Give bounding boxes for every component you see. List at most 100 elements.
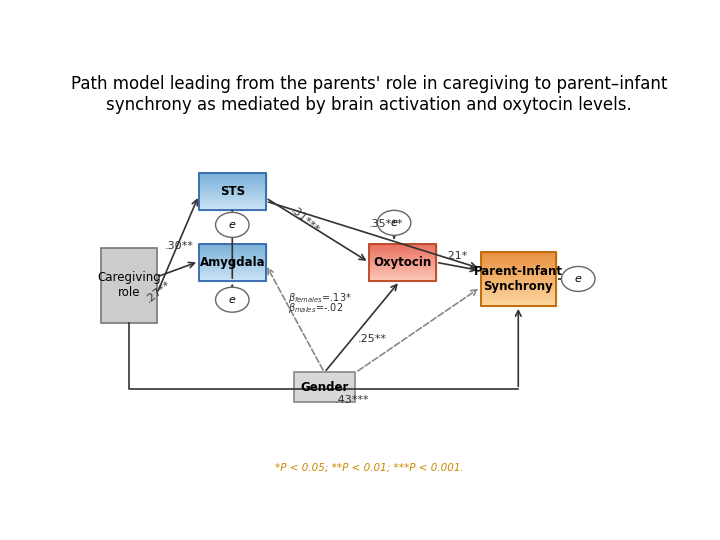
Bar [199, 183, 266, 184]
Bar [294, 373, 355, 402]
Bar [199, 204, 266, 205]
Bar [199, 195, 266, 196]
Bar [481, 296, 556, 297]
Bar [199, 244, 266, 245]
Bar [199, 206, 266, 207]
Bar [481, 303, 556, 304]
Bar [481, 304, 556, 305]
Bar [369, 258, 436, 259]
Bar [199, 201, 266, 202]
Bar [369, 259, 436, 260]
Text: e: e [391, 218, 397, 228]
Bar [199, 194, 266, 195]
Circle shape [215, 212, 249, 238]
Bar [199, 248, 266, 249]
Bar [369, 264, 436, 265]
Bar [481, 279, 556, 280]
Bar [199, 252, 266, 253]
Bar [369, 274, 436, 275]
Bar [369, 261, 436, 262]
Text: $\beta_{males}$=-.02: $\beta_{males}$=-.02 [288, 301, 343, 315]
Bar [199, 179, 266, 180]
Bar [481, 265, 556, 266]
Text: Parent-Infant
Synchrony: Parent-Infant Synchrony [474, 265, 563, 293]
Bar [369, 278, 436, 279]
Bar [481, 262, 556, 263]
Bar [199, 193, 266, 194]
Bar [481, 276, 556, 277]
Bar [369, 250, 436, 251]
Bar [481, 264, 556, 265]
Bar [369, 270, 436, 271]
Bar [481, 270, 556, 271]
Bar [199, 264, 266, 265]
Bar [369, 256, 436, 258]
Bar [199, 280, 266, 281]
Bar [199, 205, 266, 206]
Bar [481, 253, 556, 254]
Text: .31***: .31*** [289, 205, 321, 236]
Text: *P < 0.05; **P < 0.01; ***P < 0.001.: *P < 0.05; **P < 0.01; ***P < 0.001. [274, 462, 464, 472]
Bar [369, 249, 436, 250]
Bar [199, 175, 266, 176]
Text: .27**: .27** [144, 279, 174, 305]
Bar [101, 248, 157, 322]
Text: Caregiving
role: Caregiving role [97, 271, 161, 299]
Bar [481, 255, 556, 256]
Bar [481, 266, 556, 267]
Bar [199, 176, 266, 177]
Bar [199, 184, 266, 185]
Bar [369, 252, 436, 253]
Bar [481, 301, 556, 302]
Bar [199, 188, 266, 189]
Bar [481, 295, 556, 296]
Bar [199, 261, 266, 262]
Bar [369, 277, 436, 278]
Bar [199, 270, 266, 271]
Bar [481, 273, 556, 274]
Bar [481, 271, 556, 272]
Bar [199, 244, 266, 281]
Bar [481, 263, 556, 264]
Bar [481, 302, 556, 303]
Bar [481, 285, 556, 286]
Text: .43***: .43*** [335, 395, 369, 404]
Bar [199, 249, 266, 250]
Bar [481, 282, 556, 284]
Bar [481, 297, 556, 298]
Bar [481, 252, 556, 306]
Bar [369, 272, 436, 273]
Circle shape [377, 211, 411, 235]
Bar [369, 267, 436, 268]
Bar [369, 262, 436, 263]
Bar [199, 245, 266, 246]
Bar [369, 280, 436, 281]
Bar [481, 272, 556, 273]
Bar [369, 248, 436, 249]
Bar [199, 269, 266, 270]
Text: .35***: .35*** [369, 219, 403, 228]
Bar [199, 209, 266, 210]
Bar [199, 279, 266, 280]
Bar [199, 251, 266, 252]
Text: Gender: Gender [300, 381, 348, 394]
Text: Oxytocin: Oxytocin [374, 256, 431, 269]
Bar [481, 289, 556, 290]
Bar [481, 258, 556, 259]
Bar [369, 275, 436, 276]
Bar [369, 255, 436, 256]
Bar [199, 250, 266, 251]
Bar [481, 291, 556, 292]
Bar [481, 281, 556, 282]
Bar [199, 258, 266, 259]
Bar [481, 305, 556, 306]
Bar [481, 267, 556, 268]
Bar [199, 275, 266, 276]
Bar [199, 173, 266, 174]
Bar [369, 245, 436, 246]
Bar [199, 266, 266, 267]
Bar [199, 273, 266, 274]
Bar [369, 265, 436, 266]
Bar [481, 275, 556, 276]
Bar [369, 273, 436, 274]
